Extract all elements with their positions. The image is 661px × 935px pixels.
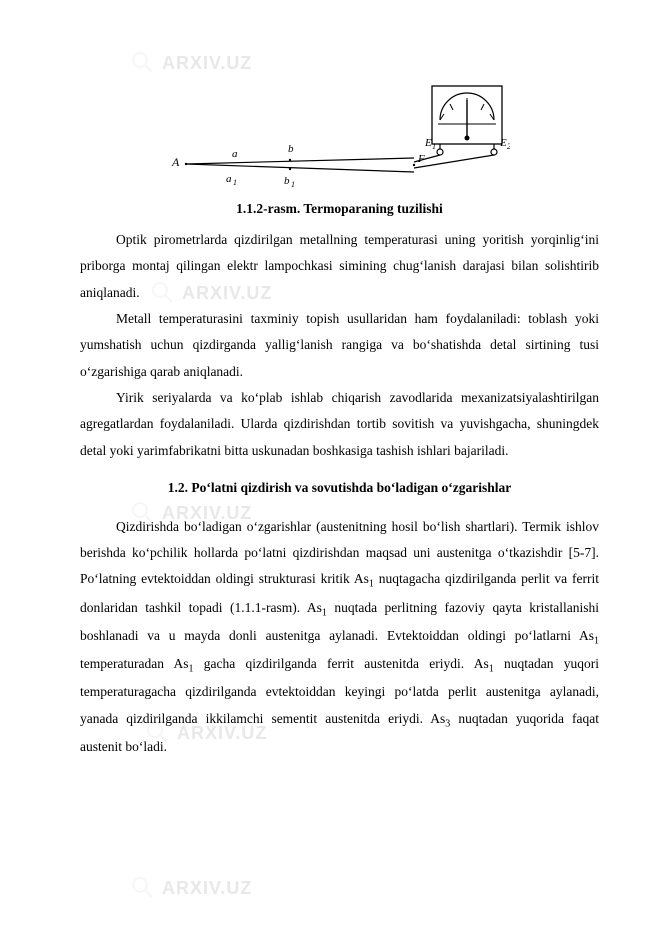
svg-text:1: 1 — [291, 180, 295, 189]
label-A: A — [171, 155, 180, 169]
paragraph-2: Metall temperaturasini taxminiy topish u… — [80, 306, 599, 385]
label-a1: a — [226, 173, 232, 185]
paragraph-3: Yirik seriyalarda va koʻplab ishlab chiq… — [80, 385, 599, 464]
figure-caption: 1.1.2-rasm. Termoparaning tuzilishi — [80, 201, 599, 217]
magnifier-icon — [130, 50, 156, 76]
watermark: ARXIV.UZ — [130, 50, 252, 76]
label-E2: E — [499, 137, 507, 149]
watermark-text: ARXIV.UZ — [162, 53, 252, 74]
watermark: ARXIV.UZ — [130, 875, 252, 901]
svg-text:1: 1 — [432, 142, 436, 151]
section-title: 1.2. Poʻlatni qizdirish va sovutishda bo… — [80, 480, 599, 496]
label-b1: b — [284, 175, 290, 187]
paragraph-1: Optik pirometrlarda qizdirilgan metallni… — [80, 227, 599, 306]
page-content: E 1 E 2 F A a a 1 b b 1 1 — [80, 80, 599, 760]
label-b: b — [288, 143, 294, 155]
p4-run: temperaturadan As — [80, 656, 189, 671]
thermocouple-diagram: E 1 E 2 F A a a 1 b b 1 — [170, 80, 510, 195]
magnifier-icon — [130, 875, 156, 901]
paragraph-4: Qizdirishda boʻladigan oʻzgarishlar (aus… — [80, 514, 599, 760]
label-E1: E — [424, 137, 432, 149]
label-a: a — [232, 148, 238, 160]
svg-text:2: 2 — [507, 142, 510, 151]
p4-sub: 1 — [594, 636, 599, 647]
svg-text:1: 1 — [233, 178, 237, 187]
figure-thermocouple: E 1 E 2 F A a a 1 b b 1 — [80, 80, 599, 195]
label-F: F — [417, 153, 425, 165]
watermark-text: ARXIV.UZ — [162, 878, 252, 899]
p4-run: gacha qizdirilganda ferrit austenitda er… — [194, 656, 489, 671]
